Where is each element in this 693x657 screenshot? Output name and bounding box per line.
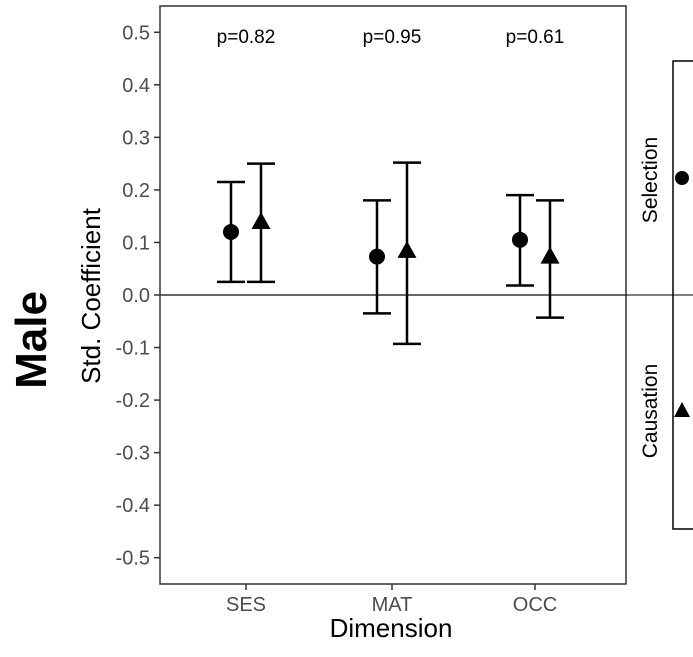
y-tick-label: 0.3 <box>122 127 150 149</box>
y-tick-label: -0.3 <box>116 443 150 465</box>
point-causation <box>397 240 417 258</box>
p-value-label: p=0.82 <box>217 27 276 48</box>
legend-triangle-icon <box>674 402 690 417</box>
y-tick-label: -0.2 <box>116 390 150 412</box>
y-tick-label: 0.1 <box>122 232 150 254</box>
legend-circle-icon <box>675 171 689 185</box>
x-tick-label: SES <box>226 594 266 616</box>
point-selection <box>512 231 528 248</box>
p-value-label: p=0.95 <box>363 27 422 48</box>
y-tick-label: -0.5 <box>116 548 150 570</box>
y-tick-label: 0.4 <box>122 75 150 97</box>
y-tick-label: -0.4 <box>116 495 150 517</box>
y-tick-label: 0.5 <box>122 22 150 44</box>
point-causation <box>251 211 271 229</box>
y-tick-label: -0.1 <box>116 338 150 360</box>
point-causation <box>540 246 560 264</box>
point-selection <box>223 223 239 240</box>
facet-label: Male <box>7 291 56 389</box>
legend-label-causation: Causation <box>639 364 662 459</box>
x-tick-label: OCC <box>513 594 557 616</box>
legend: Selection Causation <box>626 60 693 530</box>
y-tick-label: 0.2 <box>122 180 150 202</box>
y-axis-title: Std. Coefficient <box>76 207 106 384</box>
legend-label-selection: Selection <box>639 137 662 223</box>
x-tick-label: MAT <box>372 594 413 616</box>
x-axis-title: Dimension <box>330 613 453 643</box>
point-selection <box>369 248 385 265</box>
p-value-label: p=0.61 <box>506 27 565 48</box>
y-tick-label: 0.0 <box>122 285 150 307</box>
